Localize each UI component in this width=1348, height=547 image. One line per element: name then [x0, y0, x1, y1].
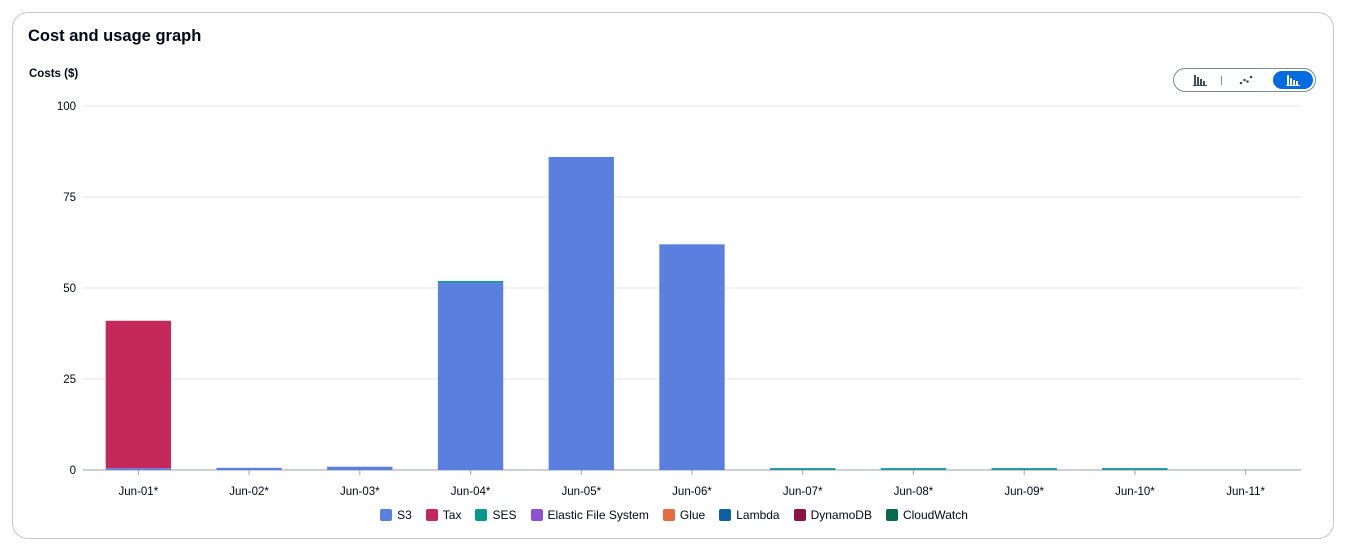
legend-item[interactable]: Tax: [425, 508, 462, 522]
cost-usage-panel: Cost and usage graph Costs ($): [12, 12, 1334, 539]
legend-swatch: [662, 509, 675, 521]
y-tick-label: 100: [57, 101, 76, 113]
legend-swatch: [475, 509, 488, 521]
legend-item[interactable]: SES: [475, 508, 517, 522]
x-tick-label: Jun-09*: [1004, 486, 1044, 498]
x-tick-label: Jun-10*: [1115, 486, 1155, 498]
stacked-bar-chart-icon: [1286, 75, 1300, 86]
line-chart-button[interactable]: [1226, 71, 1266, 89]
legend-item[interactable]: S3: [380, 508, 412, 522]
bar-segment-tax[interactable]: [105, 320, 172, 469]
x-tick-label: Jun-08*: [894, 486, 934, 498]
legend-item[interactable]: Lambda: [719, 508, 780, 522]
bar-segment-ses[interactable]: [1102, 468, 1168, 470]
legend-label: CloudWatch: [902, 508, 968, 522]
legend-swatch: [530, 509, 543, 521]
y-tick-label: 25: [63, 374, 76, 386]
legend-label: S3: [397, 508, 412, 522]
legend-item[interactable]: Elastic File System: [530, 508, 649, 522]
bar-segment-s3[interactable]: [548, 156, 614, 470]
legend-swatch: [885, 509, 898, 521]
bar-segment-ses[interactable]: [437, 281, 504, 283]
legend-label: DynamoDB: [810, 508, 872, 522]
legend-label: Tax: [442, 508, 462, 522]
stacked-bar-chart-button[interactable]: [1273, 71, 1313, 89]
chart-legend: S3 Tax SES Elastic File System Glue Lambda Dyn…: [13, 506, 1335, 524]
x-tick-label: Jun-05*: [561, 486, 601, 498]
toggle-divider: [1221, 76, 1222, 85]
legend-item[interactable]: CloudWatch: [885, 508, 968, 522]
legend-swatch: [425, 509, 438, 521]
legend-label: Lambda: [736, 508, 780, 522]
legend-label: Elastic File System: [547, 508, 649, 522]
bar-segment-s3[interactable]: [659, 244, 725, 470]
bar-segment-ses[interactable]: [880, 468, 947, 470]
legend-label: Glue: [679, 508, 706, 522]
bar-segment-s3[interactable]: [327, 466, 393, 470]
bar-segment-ses[interactable]: [991, 468, 1057, 470]
bar-segment-s3[interactable]: [216, 467, 282, 470]
stacked-bar-chart: 0 25 50 75 100 Jun-01* Jun-02* Jun-03* Jun-04* Ju…: [57, 101, 1301, 498]
x-tick-label: Jun-03*: [340, 486, 380, 498]
panel-title: Cost and usage graph: [28, 27, 202, 45]
bar-segment-s3[interactable]: [437, 282, 504, 470]
legend-item[interactable]: Glue: [662, 508, 706, 522]
bar-segment-ses[interactable]: [770, 468, 836, 470]
legend-label: SES: [492, 508, 517, 522]
y-tick-label: 0: [70, 465, 76, 477]
x-tick-label: Jun-06*: [672, 486, 712, 498]
bar-chart-button[interactable]: [1180, 71, 1220, 89]
legend-swatch: [719, 509, 732, 521]
x-tick-label: Jun-07*: [783, 486, 823, 498]
bar-chart-icon: [1193, 75, 1207, 86]
x-tick-label: Jun-01*: [119, 486, 159, 498]
line-chart-icon: [1239, 75, 1253, 85]
x-tick-label: Jun-04*: [451, 486, 491, 498]
legend-swatch: [380, 509, 393, 521]
bar-segment-s3[interactable]: [105, 468, 172, 470]
y-tick-label: 50: [63, 283, 76, 295]
y-tick-label: 75: [63, 192, 76, 204]
legend-swatch: [793, 509, 806, 521]
x-tick-label: Jun-11*: [1226, 486, 1265, 498]
y-axis-label: Costs ($): [29, 68, 79, 80]
legend-item[interactable]: DynamoDB: [793, 508, 872, 522]
x-tick-label: Jun-02*: [229, 486, 269, 498]
chart-type-toggle: [1173, 68, 1316, 92]
